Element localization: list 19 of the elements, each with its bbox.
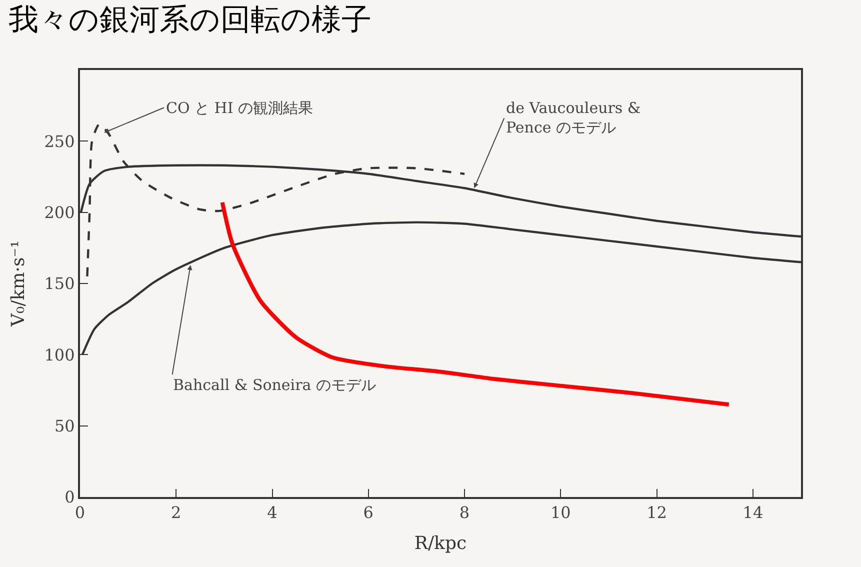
y-axis-title: V₀/km·s⁻¹: [8, 240, 29, 328]
y-tick-label: 250: [44, 132, 75, 151]
annotation: Bahcall & Soneira のモデル: [173, 376, 376, 394]
y-tick-label: 200: [44, 202, 75, 222]
annotation: CO と HI の観測結果: [166, 99, 314, 117]
x-tick-label: 2: [171, 503, 182, 522]
x-tick-label: 14: [742, 503, 764, 522]
chart-title: 我々の銀河系の回転の様子: [8, 2, 372, 38]
x-axis-title: R/kpc: [414, 532, 467, 554]
y-tick-label: 150: [44, 274, 75, 294]
x-tick-label: 8: [459, 503, 470, 522]
y-tick-label: 100: [44, 345, 75, 364]
x-tick-label: 6: [363, 503, 374, 522]
x-tick-label: 12: [646, 503, 667, 522]
y-tick-label: 50: [54, 416, 75, 436]
x-tick-label: 10: [550, 503, 571, 522]
annotation: de Vaucouleurs & Pence のモデル: [506, 99, 641, 136]
x-tick-label: 4: [267, 503, 278, 522]
y-tick-label: 0: [64, 488, 75, 507]
